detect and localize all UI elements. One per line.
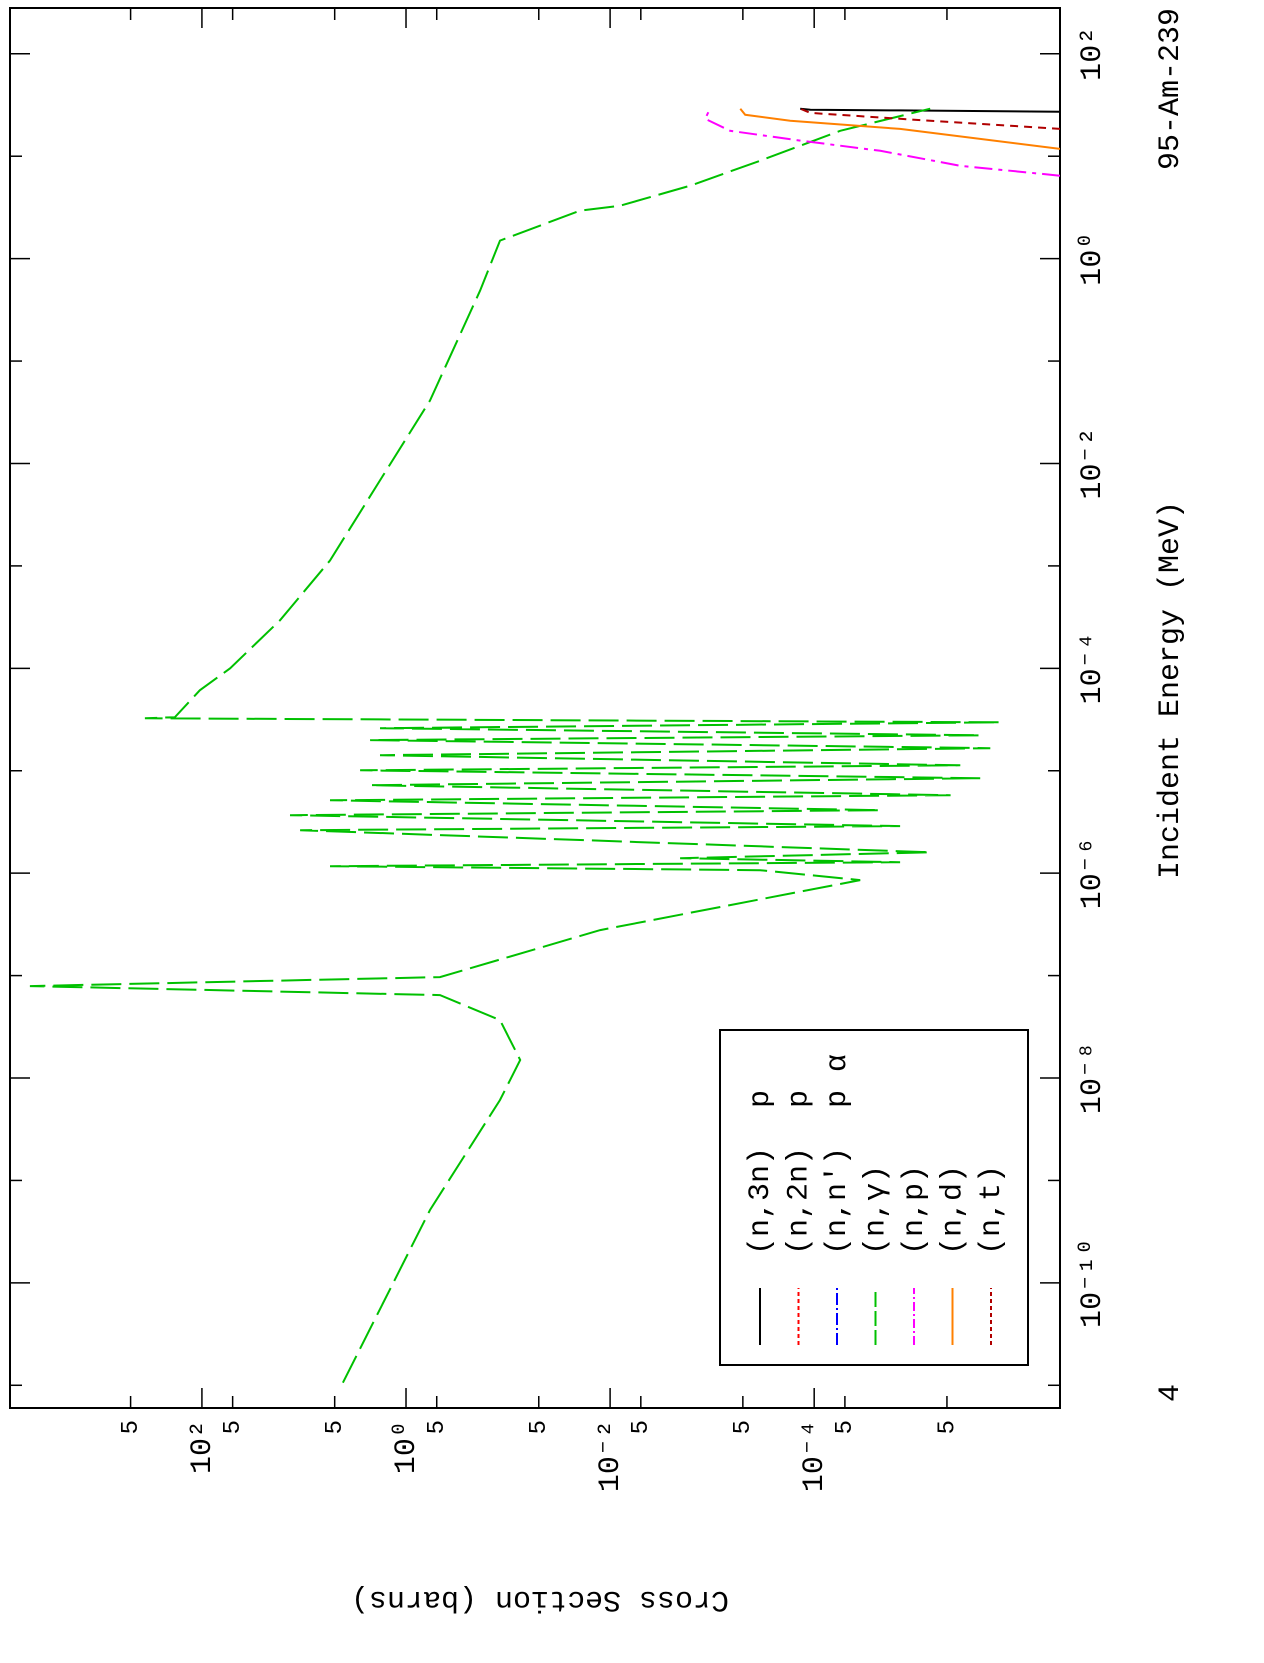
y-half-tick-label: 5 [730, 1420, 757, 1434]
y-axis-label: Cross Section (barns) [351, 1582, 729, 1616]
legend-label: (n,2n) [782, 1147, 816, 1255]
series-line [799, 107, 1060, 130]
legend-label: (n,γ) [859, 1165, 893, 1255]
rotated-plot: 95-Am-239 Incident Energy (MeV) 4 Cross … [9, 7, 1188, 1616]
y-half-tick-label: 5 [118, 1420, 145, 1434]
x-tick-label: 10⁻⁴ [1076, 632, 1110, 704]
legend-box [719, 1029, 1029, 1366]
series-line [800, 107, 1060, 113]
legend-label: (n,n′) [821, 1147, 855, 1255]
x-tick-label: 10⁻⁸ [1076, 1042, 1110, 1114]
y-half-tick-label: 5 [424, 1420, 451, 1434]
y-half-tick-label: 5 [934, 1420, 961, 1434]
x-tick-label: 10² [1076, 27, 1110, 81]
legend-label: (n,d) [936, 1165, 970, 1255]
x-tick-label: 10⁻² [1076, 427, 1110, 499]
y-half-tick-label: 5 [526, 1420, 553, 1434]
y-tick-label: 10⁻⁴ [798, 1420, 832, 1492]
legend-label: (n,t) [975, 1165, 1009, 1255]
plot-frame [9, 7, 1061, 1409]
x-tick-label: 10⁰ [1076, 232, 1110, 286]
legend-flags: p [744, 1090, 778, 1108]
legend-flags: p [782, 1090, 816, 1108]
legend-label: (n,3n) [744, 1147, 778, 1255]
series-line [703, 108, 1060, 177]
y-tick-label: 10⁰ [390, 1420, 424, 1474]
y-tick-label: 10² [186, 1420, 220, 1474]
y-tick-label: 10⁻² [594, 1420, 628, 1492]
chart-title: 95-Am-239 [1154, 8, 1188, 170]
x-tick-label: 10⁻⁶ [1076, 837, 1110, 909]
series-line [739, 108, 1060, 150]
y-half-tick-label: 5 [832, 1420, 859, 1434]
legend-label: (n,p) [898, 1165, 932, 1255]
series-line [29, 107, 1001, 1384]
legend-flags: p α [821, 1054, 855, 1108]
y-half-tick-label: 5 [628, 1420, 655, 1434]
y-half-tick-label: 5 [220, 1420, 247, 1434]
x-axis-label: Incident Energy (MeV) [1154, 501, 1188, 879]
y-half-tick-label: 5 [322, 1420, 349, 1434]
page-number: 4 [1154, 1384, 1188, 1402]
x-tick-label: 10⁻¹⁰ [1076, 1238, 1110, 1328]
